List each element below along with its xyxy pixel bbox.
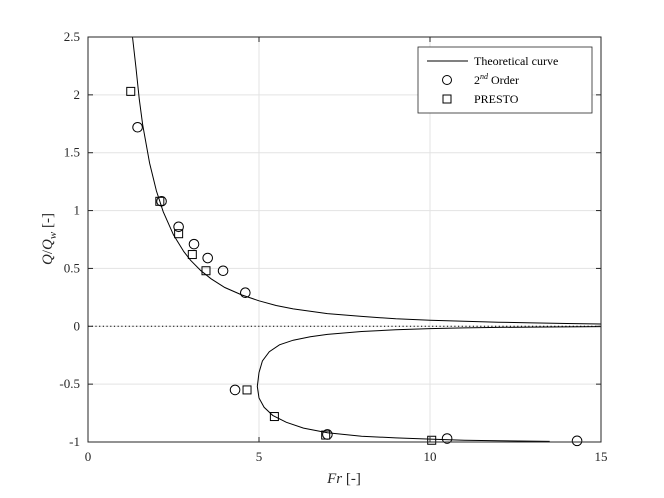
theoretical-curve-branch-2: [256, 326, 602, 442]
second-order-point: [571, 435, 583, 447]
presto-point: [187, 250, 197, 260]
plot-frame: [87, 36, 602, 443]
second-order-point: [441, 433, 453, 444]
series-layer: [126, 36, 602, 447]
x-tick-label: 15: [595, 449, 608, 464]
y-tick-label: 0.5: [64, 260, 80, 275]
presto-point: [126, 86, 136, 96]
legend-2nd-suffix: Order: [488, 73, 519, 87]
y-tick-label: -0.5: [59, 376, 80, 391]
presto-point: [155, 196, 165, 206]
legend-entry-2nd-order: 2nd Order: [474, 72, 519, 87]
x-tick-label: 10: [424, 449, 437, 464]
second-order-point: [229, 384, 241, 396]
presto-point: [427, 435, 437, 445]
legend-box: [417, 46, 593, 114]
second-order-point: [173, 221, 184, 233]
x-tick-labels: 0 5 10 15: [85, 449, 608, 464]
theoretical-curve-branch-1: [132, 36, 602, 325]
presto-point: [321, 430, 331, 440]
y-tick-label: 2.5: [64, 29, 80, 44]
y-tick-label: 2: [74, 87, 81, 102]
legend: Theoretical curve 2nd Order PRESTO: [417, 46, 593, 114]
y-tick-label: 1.5: [64, 145, 80, 160]
x-tick-label: 0: [85, 449, 92, 464]
legend-2nd-sup: nd: [480, 72, 489, 81]
y-tick-label: 1: [74, 203, 81, 218]
ticks: [87, 36, 602, 443]
y-tick-label: -1: [69, 434, 80, 449]
x-tick-label: 5: [256, 449, 263, 464]
y-tick-labels: -1 -0.5 0 0.5 1 1.5 2 2.5: [59, 29, 80, 449]
second-order-point: [132, 121, 143, 133]
second-order-point: [156, 196, 167, 207]
second-order-point: [240, 287, 251, 299]
presto-point: [201, 266, 211, 276]
legend-circle-marker: [442, 75, 452, 85]
y-axis-label: Q/Qw [-]: [40, 213, 59, 265]
second-order-point: [202, 252, 213, 264]
second-order-point: [217, 265, 229, 277]
presto-point: [242, 385, 252, 395]
x-axis-label: Fr [-]: [326, 471, 361, 487]
legend-entry-theoretical: Theoretical curve: [474, 54, 558, 68]
y-tick-label: 0: [74, 318, 81, 333]
second-order-point: [188, 238, 200, 250]
legend-2nd-base: 2: [474, 73, 480, 87]
legend-entry-presto: PRESTO: [474, 92, 519, 106]
legend-square-marker: [442, 94, 452, 104]
presto-point: [269, 412, 279, 422]
presto-point: [174, 229, 184, 239]
